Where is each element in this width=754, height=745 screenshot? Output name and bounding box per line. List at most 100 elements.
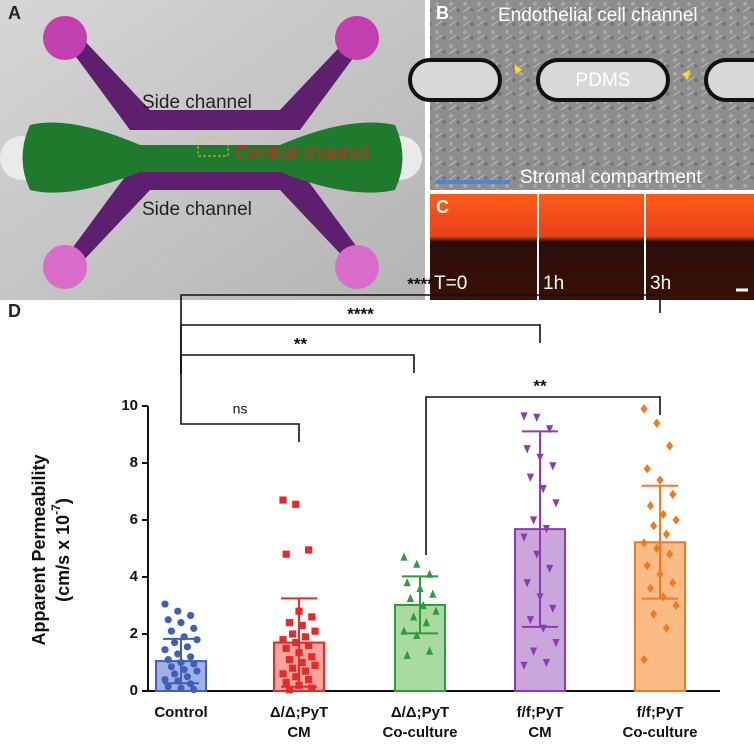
panel-a: A Side channel Side channel Central chan… [0, 0, 425, 300]
pdms-label: PDMS [576, 70, 631, 91]
data-point [282, 550, 290, 558]
panel-d: D Apparent Permeability (cm/s x 10-7) 0 2… [8, 274, 720, 741]
data-point [400, 552, 408, 561]
side-channels [65, 36, 365, 264]
data-point [640, 655, 648, 665]
data-point [301, 633, 309, 641]
x-tick-label: f/f;PyT [637, 704, 684, 721]
data-point [180, 666, 188, 674]
pillar [408, 58, 502, 102]
data-point [526, 473, 534, 482]
panel-label: C [436, 197, 449, 217]
data-point [419, 600, 427, 610]
significance-bracket [180, 374, 300, 442]
data-point [643, 464, 651, 474]
data-point [193, 667, 201, 675]
data-point [672, 600, 680, 611]
data-point [292, 638, 300, 647]
x-tick-label: Co-culture [623, 724, 698, 740]
significance-label: ** [294, 334, 308, 353]
data-point [308, 613, 316, 621]
data-point [187, 653, 195, 661]
bar [394, 603, 446, 692]
unit-text: ) [53, 498, 73, 504]
side-channel-label: Side channel [142, 199, 252, 220]
panel-label: D [8, 301, 21, 321]
data-point [413, 630, 421, 640]
side-channel-label: Side channel [142, 92, 252, 113]
data-point [403, 578, 411, 587]
data-point [282, 678, 290, 687]
y-tick-label: 4 [130, 568, 139, 585]
data-point [650, 609, 658, 619]
x-tick-label: Δ/Δ;PyT [270, 704, 328, 721]
data-point [161, 646, 169, 654]
significance-bracket [180, 324, 541, 374]
data-point [279, 496, 287, 504]
data-point [161, 676, 169, 684]
significance-bracket [425, 396, 661, 555]
data-point [530, 516, 538, 525]
data-point [164, 616, 172, 624]
x-tick-label: f/f;PyT [517, 704, 564, 721]
data-point [653, 418, 661, 428]
panel-b: B Endothelial cell channel PDMS Stromal … [408, 0, 754, 190]
data-point [650, 521, 658, 531]
data-point [305, 676, 313, 684]
data-point [413, 559, 421, 568]
data-point [669, 578, 677, 588]
x-tick-label: CM [528, 724, 551, 740]
significance-label: **** [347, 304, 374, 323]
data-point [292, 500, 300, 508]
data-point [523, 445, 531, 454]
data-point [662, 529, 670, 539]
significance-bracket [180, 354, 415, 374]
data-point [542, 658, 550, 668]
data-point [542, 524, 550, 534]
data-point [526, 616, 534, 625]
data-point [666, 441, 674, 451]
panel-label: B [436, 3, 449, 23]
data-point [672, 515, 680, 525]
data-point [171, 670, 179, 678]
x-tick-label: Δ/Δ;PyT [391, 704, 449, 721]
data-point [533, 550, 541, 559]
data-point [549, 462, 557, 471]
data-point [539, 485, 547, 494]
data-point [549, 604, 557, 613]
data-point [520, 661, 528, 670]
data-point [662, 623, 670, 633]
data-point [643, 561, 651, 571]
pillar [536, 58, 670, 102]
frame [539, 194, 644, 300]
data-point [282, 644, 290, 652]
time-label: T=0 [434, 273, 467, 294]
frame [430, 194, 537, 300]
y-tick-label: 8 [130, 454, 138, 471]
data-point [183, 643, 191, 651]
data-point [164, 656, 172, 664]
pillar [704, 58, 754, 102]
data-point [171, 638, 179, 647]
data-point [552, 499, 560, 508]
time-label: 3h [650, 273, 671, 294]
data-point [285, 619, 293, 627]
data-point [292, 673, 300, 681]
ports [43, 16, 379, 289]
significance-label: ns [233, 401, 248, 417]
unit-exponent: -7 [49, 504, 63, 515]
central-channel-label: Central channel [235, 143, 368, 164]
data-point [177, 684, 185, 692]
central-channel-shape [22, 122, 403, 193]
data-point [640, 404, 648, 414]
data-point [308, 684, 316, 692]
data-point [301, 667, 309, 675]
y-tick-label: 10 [121, 397, 138, 414]
data-point [161, 600, 169, 608]
y-tick-label: 2 [130, 625, 138, 642]
x-tick-label: Control [154, 704, 207, 721]
data-point [640, 538, 648, 548]
zoom-box [197, 137, 229, 157]
